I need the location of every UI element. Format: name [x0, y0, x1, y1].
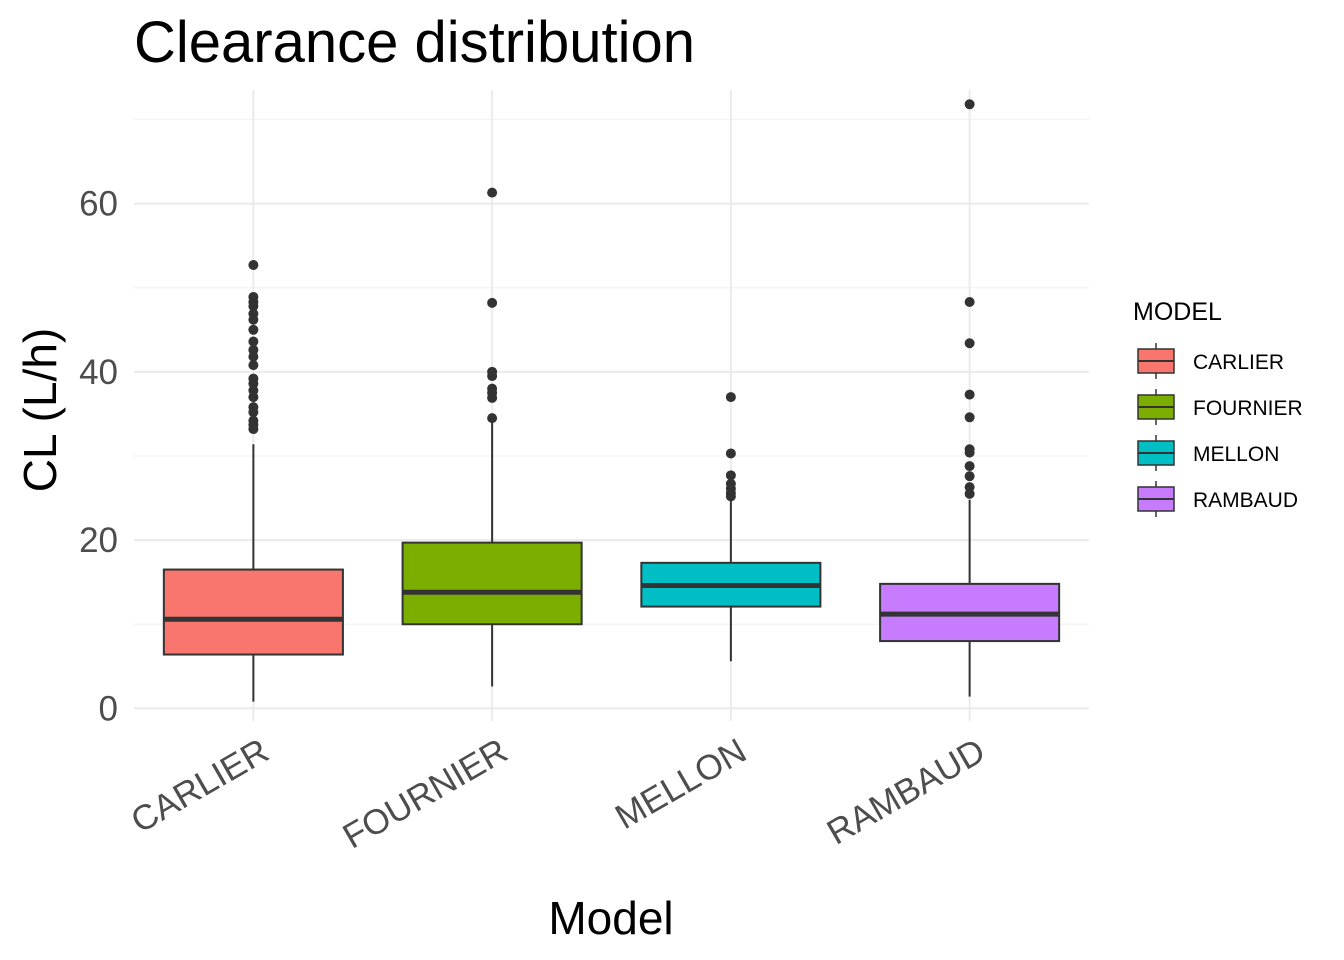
y-tick-label: 20	[79, 521, 118, 560]
outlier-point	[248, 402, 259, 413]
x-tick-label: FOURNIER	[336, 731, 514, 856]
y-axis-ticks: 0 20 40 60	[79, 185, 118, 729]
box-carlier	[162, 259, 344, 702]
legend: MODEL CARLIER FOURNIER MELLON RAMBAUD	[1133, 298, 1303, 517]
y-tick-label: 40	[79, 353, 118, 392]
outlier-point	[248, 336, 259, 347]
y-tick-label: 60	[79, 185, 118, 224]
outlier-point	[725, 448, 736, 459]
outlier-point	[248, 344, 259, 355]
x-tick-label: CARLIER	[124, 731, 275, 841]
outlier-point	[248, 259, 259, 270]
outlier-point	[487, 366, 498, 377]
legend-item-fournier: FOURNIER	[1137, 389, 1303, 425]
legend-label: CARLIER	[1193, 351, 1284, 374]
box-mellon	[640, 392, 822, 662]
box-iqr	[162, 568, 344, 656]
outlier-point	[964, 338, 975, 349]
outlier-point	[248, 360, 259, 371]
outlier-point	[964, 412, 975, 423]
outlier-point	[964, 389, 975, 400]
legend-title: MODEL	[1133, 298, 1222, 326]
outlier-point	[964, 482, 975, 493]
outlier-point	[725, 478, 736, 489]
outlier-point	[964, 297, 975, 308]
outlier-point	[487, 297, 498, 308]
legend-item-mellon: MELLON	[1137, 435, 1279, 471]
outlier-point	[248, 415, 259, 426]
box-rambaud	[879, 99, 1061, 697]
outlier-point	[248, 308, 259, 319]
legend-label: RAMBAUD	[1193, 489, 1298, 512]
box-fournier	[401, 187, 583, 687]
legend-items: CARLIER FOURNIER MELLON RAMBAUD	[1137, 343, 1303, 517]
box-iqr	[401, 541, 583, 626]
x-tick-label: MELLON	[609, 731, 753, 837]
legend-item-carlier: CARLIER	[1137, 343, 1284, 379]
legend-label: FOURNIER	[1193, 397, 1303, 420]
outlier-point	[487, 413, 498, 424]
chart-title: Clearance distribution	[134, 10, 695, 75]
outlier-point	[248, 373, 259, 384]
legend-item-rambaud: RAMBAUD	[1137, 481, 1298, 517]
outlier-point	[248, 291, 259, 302]
x-axis-ticks: CARLIER FOURNIER MELLON RAMBAUD	[124, 731, 991, 856]
outlier-point	[248, 324, 259, 335]
outlier-point	[964, 444, 975, 455]
outlier-point	[487, 383, 498, 394]
outlier-point	[964, 461, 975, 472]
legend-label: MELLON	[1193, 443, 1279, 466]
x-axis-title: Model	[548, 892, 673, 944]
outlier-point	[964, 471, 975, 482]
x-tick-label: RAMBAUD	[821, 731, 992, 852]
y-axis-title: CL (L/h)	[14, 328, 66, 492]
outlier-point	[725, 392, 736, 403]
outlier-point	[964, 99, 975, 110]
outlier-point	[725, 470, 736, 481]
boxes	[162, 99, 1061, 702]
outlier-point	[487, 187, 498, 198]
y-tick-label: 0	[99, 689, 118, 728]
